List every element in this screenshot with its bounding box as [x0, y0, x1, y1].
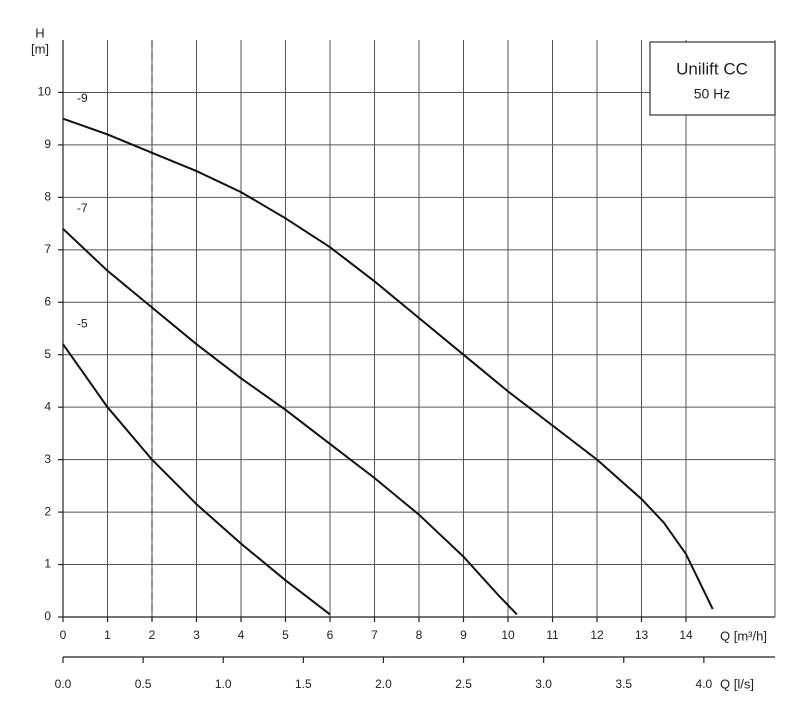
x2-label: Q [l/s] [720, 676, 754, 691]
x-tick-label: 8 [416, 628, 423, 642]
curve [62, 228, 518, 616]
x-tick-label: 11 [546, 628, 559, 642]
x2-tick-label: 4.0 [696, 677, 713, 691]
y-tick-label: 7 [44, 242, 51, 256]
y-tick-label: 3 [44, 452, 51, 466]
y-tick-label: 2 [44, 504, 51, 518]
y-tick-label: 9 [44, 137, 51, 151]
x-tick-label: 3 [193, 628, 200, 642]
y-tick-label: 6 [44, 294, 51, 308]
y-tick-label: 4 [44, 399, 51, 413]
x-tick-label: 1 [104, 628, 111, 642]
x-tick-label: 7 [371, 628, 378, 642]
curve [62, 343, 331, 616]
y-tick-label: 5 [44, 347, 51, 361]
x2-tick-label: 1.0 [215, 677, 232, 691]
y-unit: [m] [31, 41, 49, 56]
x-tick-label: 12 [590, 628, 604, 642]
x-tick-label: 2 [149, 628, 156, 642]
x2-tick-label: 0.0 [55, 677, 72, 691]
x2-tick-label: 3.5 [615, 677, 632, 691]
curve-label: -9 [77, 91, 88, 105]
curve [62, 117, 714, 610]
x2-tick-label: 1.5 [295, 677, 312, 691]
y-tick-label: 8 [44, 190, 51, 204]
legend-title: Unilift CC [676, 59, 748, 78]
x-tick-label: 14 [679, 628, 693, 642]
x-tick-label: 6 [327, 628, 334, 642]
x2-tick-label: 2.0 [375, 677, 392, 691]
x-tick-label: 9 [460, 628, 467, 642]
x2-tick-label: 0.5 [135, 677, 152, 691]
x-tick-label: 5 [282, 628, 289, 642]
x-tick-label: 13 [635, 628, 649, 642]
legend-box [649, 41, 776, 116]
x-tick-label: 0 [60, 628, 67, 642]
y-label: H [35, 25, 44, 40]
y-tick-label: 0 [44, 609, 51, 623]
curve-label: -5 [77, 316, 88, 330]
legend-subtitle: 50 Hz [694, 86, 731, 102]
x-tick-label: 4 [238, 628, 245, 642]
x-tick-label: 10 [501, 628, 515, 642]
y-tick-label: 1 [44, 557, 51, 571]
curve-label: -7 [77, 201, 88, 215]
y-tick-label: 10 [38, 85, 52, 99]
x2-tick-label: 2.5 [455, 677, 472, 691]
x2-tick-label: 3.0 [535, 677, 552, 691]
x-label: Q [m³/h] [720, 628, 767, 643]
